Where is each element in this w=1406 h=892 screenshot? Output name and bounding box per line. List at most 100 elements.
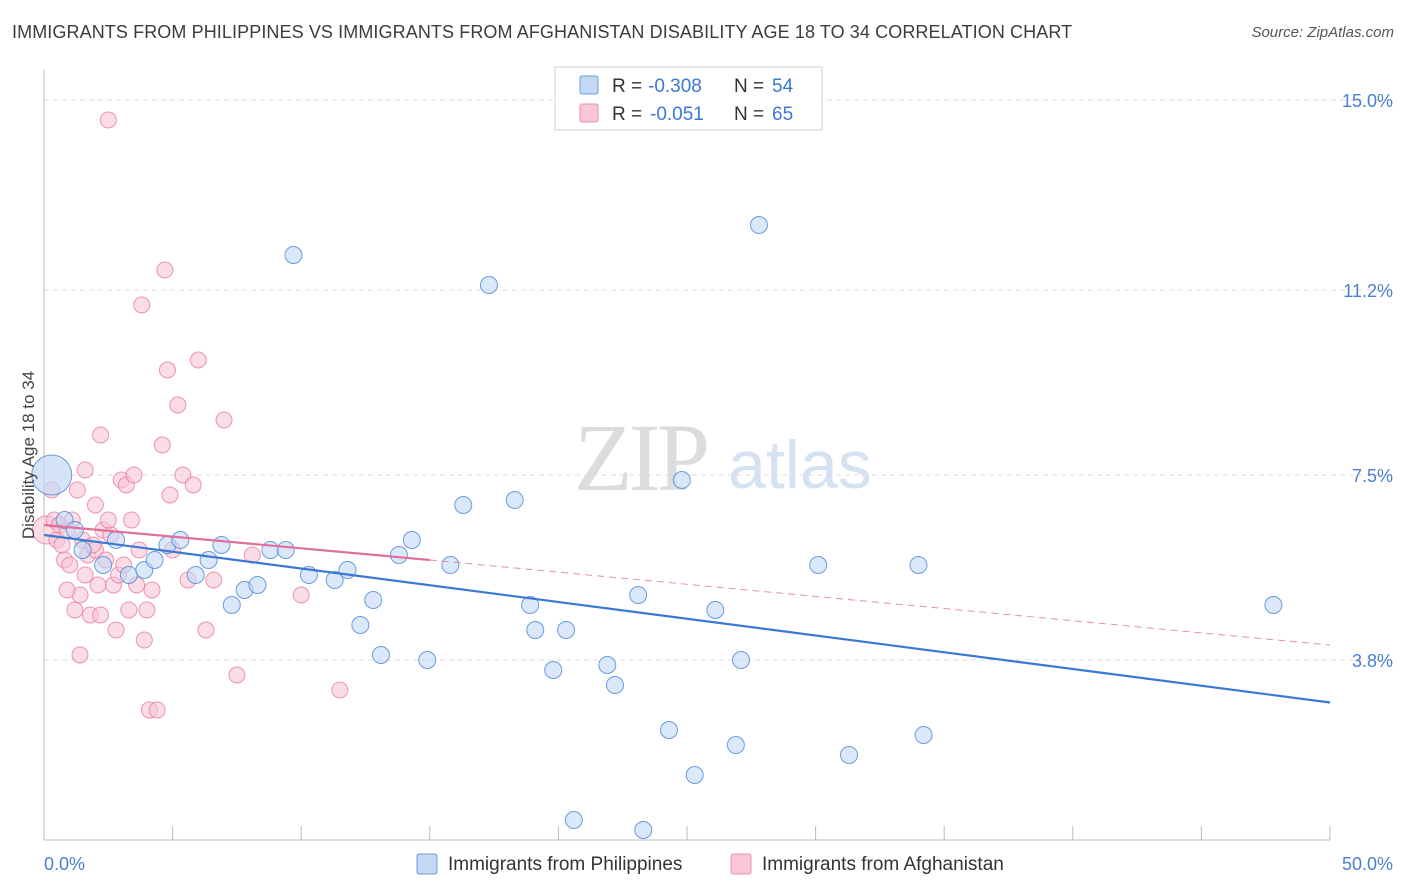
stat-n-value-blue: 54 (772, 76, 794, 97)
point-afghanistan-48 (184, 476, 202, 494)
point-afghanistan-62 (76, 566, 94, 584)
point-philippines-53 (1264, 596, 1283, 614)
point-afghanistan-5 (53, 536, 71, 554)
point-afghanistan-39 (148, 701, 166, 719)
x-tick-label-1: 50.0% (1342, 854, 1393, 874)
point-philippines-51 (909, 556, 928, 574)
point-philippines-35 (544, 661, 563, 679)
point-philippines-24 (364, 591, 383, 609)
point-philippines-4 (94, 556, 113, 574)
point-philippines-23 (351, 616, 370, 634)
point-afghanistan-32 (125, 466, 143, 484)
point-afghanistan-49 (189, 351, 207, 369)
point-philippines-8 (145, 551, 164, 569)
axes (43, 70, 1331, 841)
y-tick-label-1: 11.2% (1343, 281, 1393, 301)
y-axis-label: Disability Age 18 to 34 (19, 371, 38, 539)
point-philippines-21 (325, 571, 344, 589)
point-afghanistan-25 (92, 606, 110, 624)
tick-labels: 15.0% 11.2% 7.5% 3.8% 0.0% 50.0% (44, 91, 1393, 874)
point-afghanistan-58 (107, 621, 125, 639)
point-philippines-31 (479, 276, 498, 294)
point-philippines-2 (65, 521, 84, 539)
gridlines (44, 99, 1392, 661)
point-afghanistan-43 (161, 486, 179, 504)
point-philippines-18 (276, 541, 295, 559)
stats-legend: R = -0.308 N = 54 R = -0.051 N = 65 (554, 66, 823, 131)
point-afghanistan-64 (99, 511, 117, 529)
stat-n-value-pink: 65 (772, 104, 793, 125)
point-afghanistan-11 (68, 481, 86, 499)
point-philippines-28 (418, 651, 437, 669)
stat-r-label-pink: R = (612, 104, 642, 125)
point-afghanistan-36 (138, 601, 156, 619)
stat-r-value-pink: -0.051 (650, 104, 704, 125)
point-afghanistan-10 (66, 601, 84, 619)
point-philippines-26 (389, 546, 408, 564)
point-philippines-27 (402, 531, 421, 549)
legend-swatch-philippines (416, 853, 438, 875)
point-afghanistan-17 (71, 646, 89, 664)
watermark-zip: ZIP (574, 404, 707, 511)
point-philippines-10 (171, 531, 190, 549)
point-philippines-0 (31, 454, 73, 496)
point-philippines-48 (732, 651, 751, 669)
bottom-legend: Immigrants from Philippines Immigrants f… (416, 853, 1004, 875)
point-philippines-6 (119, 566, 138, 584)
trend-line-philippines (43, 533, 1331, 704)
point-philippines-25 (371, 646, 390, 664)
y-tick-label-3: 3.8% (1352, 651, 1393, 671)
watermark: ZIP atlas (574, 404, 872, 511)
point-philippines-44 (685, 766, 704, 784)
point-afghanistan-41 (156, 261, 174, 279)
point-afghanistan-46 (174, 466, 192, 484)
point-afghanistan-53 (228, 666, 246, 684)
point-philippines-40 (629, 586, 648, 604)
point-afghanistan-51 (205, 571, 223, 589)
legend-label-afghanistan: Immigrants from Afghanistan (762, 854, 1004, 875)
point-afghanistan-29 (120, 601, 138, 619)
legend-swatch-afghanistan (730, 853, 752, 875)
legend-label-philippines: Immigrants from Philippines (448, 854, 682, 875)
point-afghanistan-20 (92, 426, 110, 444)
point-philippines-29 (441, 556, 460, 574)
stat-n-label-pink: N = (734, 104, 764, 125)
point-philippines-46 (726, 736, 745, 754)
point-afghanistan-55 (292, 586, 310, 604)
point-philippines-11 (186, 566, 205, 584)
point-philippines-45 (706, 601, 725, 619)
point-afghanistan-30 (122, 511, 140, 529)
stat-n-label-blue: N = (734, 76, 764, 97)
point-philippines-13 (212, 536, 231, 554)
stat-r-label-blue: R = (612, 76, 642, 97)
point-afghanistan-61 (58, 581, 76, 599)
point-philippines-50 (840, 746, 859, 764)
point-philippines-39 (605, 676, 624, 694)
point-afghanistan-35 (135, 631, 153, 649)
point-philippines-37 (564, 811, 583, 829)
point-philippines-3 (73, 541, 92, 559)
point-afghanistan-52 (215, 411, 233, 429)
point-philippines-33 (521, 596, 540, 614)
watermark-atlas: atlas (728, 427, 872, 503)
legend-swatch-blue (579, 75, 599, 95)
point-philippines-32 (505, 491, 524, 509)
point-philippines-14 (222, 596, 241, 614)
point-afghanistan-57 (86, 496, 104, 514)
point-philippines-41 (634, 821, 653, 839)
point-philippines-34 (526, 621, 545, 639)
stat-r-value-blue: -0.308 (648, 76, 702, 97)
series-philippines (31, 216, 1283, 839)
point-afghanistan-28 (99, 111, 117, 129)
point-philippines-12 (199, 551, 218, 569)
legend-swatch-pink (579, 103, 599, 123)
point-philippines-16 (248, 576, 267, 594)
trend-lines (43, 523, 1331, 704)
point-afghanistan-63 (130, 541, 148, 559)
point-afghanistan-34 (133, 296, 151, 314)
point-philippines-47 (750, 216, 769, 234)
point-afghanistan-38 (143, 581, 161, 599)
source-label: Source: ZipAtlas.com (1251, 24, 1394, 41)
y-tick-label-0: 15.0% (1342, 91, 1393, 111)
